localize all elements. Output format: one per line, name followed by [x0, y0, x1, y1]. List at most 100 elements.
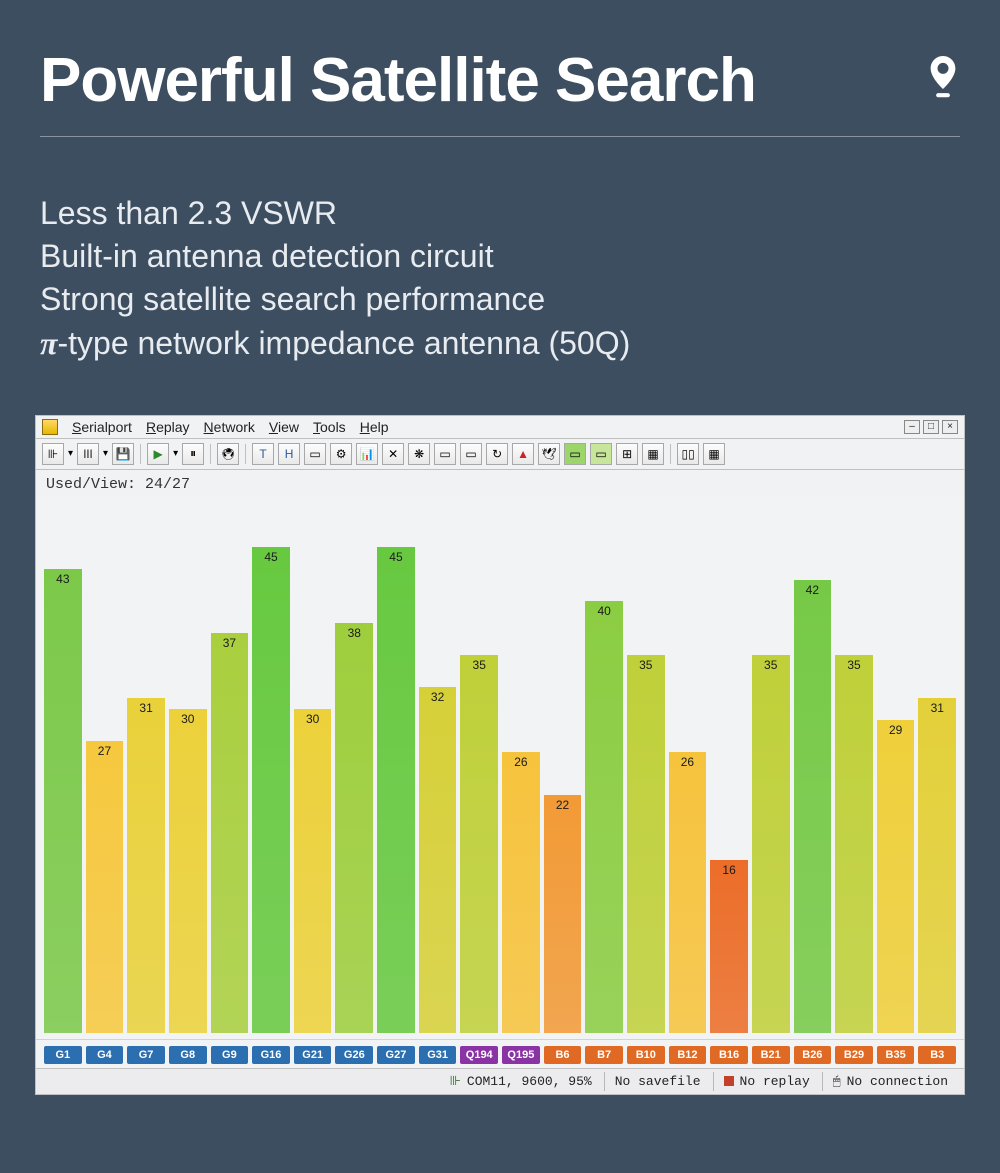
signal-bar: 31 [127, 698, 165, 1033]
green1-icon[interactable]: ▭ [564, 443, 586, 465]
bird-icon[interactable]: 🕊 [538, 443, 560, 465]
feature-list: Less than 2.3 VSWR Built-in antenna dete… [40, 192, 965, 365]
binary-view-icon[interactable]: H [278, 443, 300, 465]
feature-line-1: Less than 2.3 VSWR [40, 192, 965, 235]
menu-bar: Serialport Replay Network View Tools Hel… [36, 416, 964, 439]
satellite-label: G16 [252, 1046, 290, 1064]
toolbar: ⊪ ▾ Ⲽ ▾ 💾 ▶ ▾ ⏸ 🖲 T H ▭ ⚙ 📊 ✕ ❋ ▭ ▭ ↻ ▲ … [36, 439, 964, 470]
refresh-icon[interactable]: ↻ [486, 443, 508, 465]
menu-network[interactable]: Network [204, 419, 255, 435]
signal-bar: 35 [460, 655, 498, 1033]
signal-bar: 40 [585, 601, 623, 1033]
save-icon[interactable]: 💾 [112, 443, 134, 465]
signal-bar: 31 [918, 698, 956, 1033]
page-title: Powerful Satellite Search [40, 45, 756, 116]
connect-icon[interactable]: ⊪ [42, 443, 64, 465]
satellite-label: Q195 [502, 1046, 540, 1064]
signal-value: 16 [710, 863, 748, 877]
satellite-label: B29 [835, 1046, 873, 1064]
signal-bar: 35 [835, 655, 873, 1033]
baud-icon[interactable]: Ⲽ [77, 443, 99, 465]
window2-icon[interactable]: ▭ [460, 443, 482, 465]
compass-icon[interactable]: ▲ [512, 443, 534, 465]
signal-value: 30 [294, 712, 332, 726]
satellite-label: G27 [377, 1046, 415, 1064]
signal-bar: 45 [252, 547, 290, 1033]
signal-icon[interactable]: ❋ [408, 443, 430, 465]
status-savefile: No savefile [604, 1072, 711, 1091]
signal-value: 32 [419, 690, 457, 704]
chart-icon[interactable]: 📊 [356, 443, 378, 465]
satellite-label: Q194 [460, 1046, 498, 1064]
satellite-label: B21 [752, 1046, 790, 1064]
feature-line-3: Strong satellite search performance [40, 278, 965, 321]
window1-icon[interactable]: ▭ [434, 443, 456, 465]
signal-bar: 45 [377, 547, 415, 1033]
maximize-button[interactable]: □ [923, 420, 939, 434]
chip-icon[interactable]: 🖲 [217, 443, 239, 465]
grid-icon[interactable]: ⊞ [616, 443, 638, 465]
signal-value: 27 [86, 744, 124, 758]
status-connection-port: ⊪ COM11, 9600, 95% [440, 1072, 602, 1091]
signal-value: 22 [544, 798, 582, 812]
split-icon[interactable]: ▯▯ [677, 443, 699, 465]
menu-help[interactable]: Help [360, 419, 389, 435]
signal-bar: 29 [877, 720, 915, 1033]
satellite-label: G1 [44, 1046, 82, 1064]
menu-view[interactable]: View [269, 419, 299, 435]
text-view-icon[interactable]: T [252, 443, 274, 465]
satellite-label: B7 [585, 1046, 623, 1064]
signal-bar: 32 [419, 687, 457, 1032]
satellite-label: G26 [335, 1046, 373, 1064]
app-icon [42, 419, 58, 435]
msg-view-icon[interactable]: ▭ [304, 443, 326, 465]
signal-bar: 43 [44, 569, 82, 1033]
signal-bar: 16 [710, 860, 748, 1033]
signal-bar-chart: 4327313037453038453235262240352616354235… [36, 495, 964, 1039]
signal-bar: 37 [211, 633, 249, 1032]
signal-value: 26 [502, 755, 540, 769]
satellite-label: B6 [544, 1046, 582, 1064]
signal-value: 31 [127, 701, 165, 715]
signal-value: 29 [877, 723, 915, 737]
satellite-label: B35 [877, 1046, 915, 1064]
header-divider [40, 136, 960, 137]
satellite-id-row: G1G4G7G8G9G16G21G26G27G31Q194Q195B6B7B10… [36, 1039, 964, 1068]
signal-bar: 30 [294, 709, 332, 1033]
sat-icon[interactable]: ✕ [382, 443, 404, 465]
used-view-label: Used/View: 24/27 [36, 470, 964, 495]
satellite-label: G31 [419, 1046, 457, 1064]
signal-bar: 27 [86, 741, 124, 1032]
satellite-label: B3 [918, 1046, 956, 1064]
green2-icon[interactable]: ▭ [590, 443, 612, 465]
minimize-button[interactable]: – [904, 420, 920, 434]
signal-value: 42 [794, 583, 832, 597]
menu-serialport[interactable]: Serialport [72, 419, 132, 435]
menu-replay[interactable]: Replay [146, 419, 190, 435]
config-icon[interactable]: ⚙ [330, 443, 352, 465]
signal-bar: 30 [169, 709, 207, 1033]
signal-bar: 26 [502, 752, 540, 1033]
signal-value: 35 [835, 658, 873, 672]
table-icon[interactable]: ▦ [703, 443, 725, 465]
signal-value: 35 [627, 658, 665, 672]
satellite-label: G21 [294, 1046, 332, 1064]
menu-tools[interactable]: Tools [313, 419, 346, 435]
play-icon[interactable]: ▶ [147, 443, 169, 465]
signal-value: 40 [585, 604, 623, 618]
status-connection: 🖱 No connection [822, 1072, 958, 1091]
close-button[interactable]: × [942, 420, 958, 434]
signal-value: 35 [460, 658, 498, 672]
satellite-label: B16 [710, 1046, 748, 1064]
pause-icon[interactable]: ⏸ [182, 443, 204, 465]
location-pin-icon [926, 56, 960, 105]
cpu-icon[interactable]: ▦ [642, 443, 664, 465]
satellite-label: B12 [669, 1046, 707, 1064]
signal-value: 43 [44, 572, 82, 586]
signal-value: 38 [335, 626, 373, 640]
signal-value: 26 [669, 755, 707, 769]
signal-bar: 26 [669, 752, 707, 1033]
satellite-label: G9 [211, 1046, 249, 1064]
signal-value: 35 [752, 658, 790, 672]
signal-bar: 35 [752, 655, 790, 1033]
